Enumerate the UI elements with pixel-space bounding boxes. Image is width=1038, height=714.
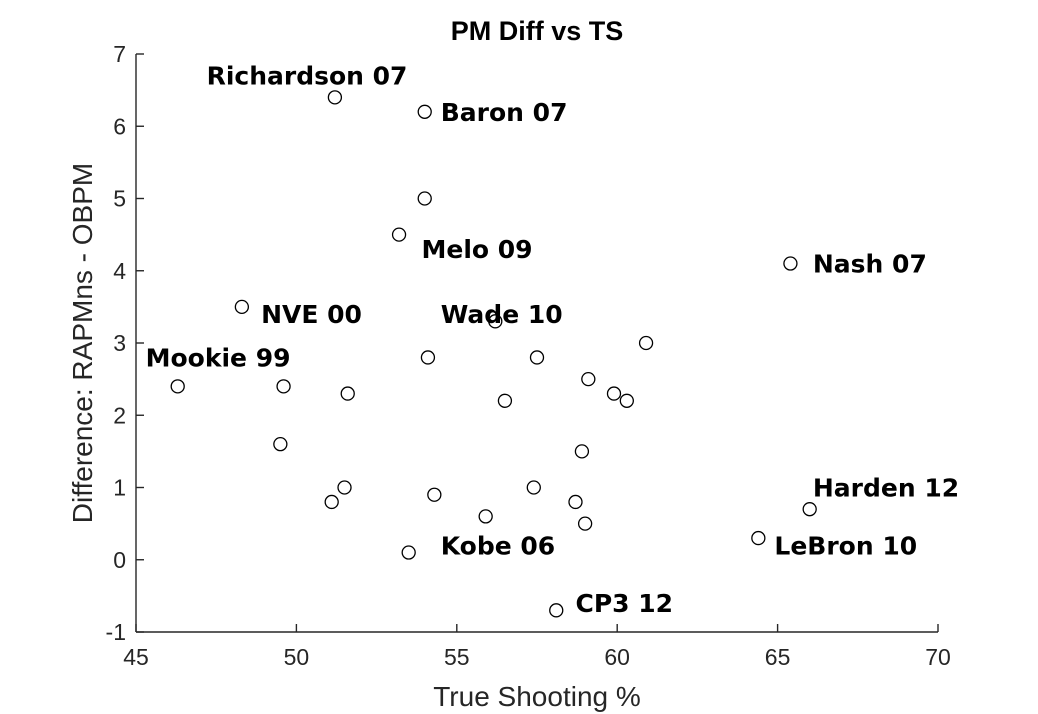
data-point: [606, 386, 622, 401]
point-annotation: Wade 10: [441, 300, 563, 329]
point-annotation: Richardson 07: [207, 62, 408, 91]
data-point: [581, 371, 596, 387]
data-point: [170, 379, 185, 394]
data-point: [802, 502, 817, 517]
x-tick-label: 55: [444, 644, 470, 670]
data-point: [401, 545, 416, 560]
y-tick-label: 7: [113, 41, 126, 67]
data-point: [417, 104, 432, 119]
data-point: [577, 516, 593, 531]
data-point: [619, 393, 634, 408]
point-annotation: Melo 09: [422, 235, 533, 264]
point-annotation: Kobe 06: [441, 531, 555, 560]
x-axis-label: True Shooting %: [433, 681, 641, 712]
y-axis-label: Difference: RAPMns - OBPM: [67, 163, 98, 523]
data-point: [340, 386, 355, 401]
data-point: [751, 530, 766, 546]
data-points: [170, 90, 817, 618]
data-point: [488, 314, 503, 329]
y-tick-label: 1: [113, 475, 126, 501]
data-point: [526, 480, 541, 495]
y-tick-label: 3: [113, 330, 126, 356]
y-tick-label: 0: [113, 547, 126, 573]
data-point: [497, 393, 513, 408]
point-annotation: Mookie 99: [146, 343, 291, 372]
chart-title: PM Diff vs TS: [451, 16, 624, 46]
data-point: [427, 487, 442, 502]
data-point: [417, 191, 432, 206]
y-tick-label: 2: [113, 402, 126, 428]
x-tick-label: 50: [284, 644, 310, 670]
data-point: [568, 494, 583, 510]
data-point: [529, 350, 545, 365]
data-point: [549, 603, 564, 618]
x-tick-label: 45: [123, 644, 149, 670]
data-point: [234, 299, 250, 315]
data-point: [638, 335, 654, 351]
data-point: [420, 350, 436, 365]
data-point: [327, 90, 343, 105]
data-point: [391, 227, 407, 242]
point-annotation: Nash 07: [813, 250, 927, 279]
x-tick-label: 65: [765, 644, 791, 670]
point-annotation: NVE 00: [261, 300, 362, 329]
y-tick-label: 6: [113, 113, 126, 139]
data-point: [478, 509, 493, 524]
data-point: [273, 436, 288, 452]
y-axis-ticks: -1 0 1 2 3 4 5 6 7: [106, 41, 144, 645]
x-axis-ticks: 45 50 55 60 65 70: [123, 624, 951, 670]
x-tick-label: 70: [925, 644, 951, 670]
data-point: [574, 444, 590, 459]
data-point: [324, 494, 339, 510]
x-tick-label: 60: [604, 644, 630, 670]
data-point: [783, 256, 798, 271]
y-tick-label: 4: [113, 258, 126, 284]
point-annotation: CP3 12: [575, 589, 673, 618]
y-tick-label: -1: [106, 619, 126, 645]
y-tick-label: 5: [113, 186, 126, 212]
data-point: [276, 379, 291, 394]
point-annotation: Harden 12: [813, 474, 959, 503]
data-point: [337, 480, 352, 495]
point-annotation: LeBron 10: [774, 531, 917, 560]
point-annotation: Baron 07: [441, 98, 568, 127]
point-annotations: Richardson 07 Baron 07 Melo 09 Nash 07 NVE 0…: [146, 62, 960, 618]
